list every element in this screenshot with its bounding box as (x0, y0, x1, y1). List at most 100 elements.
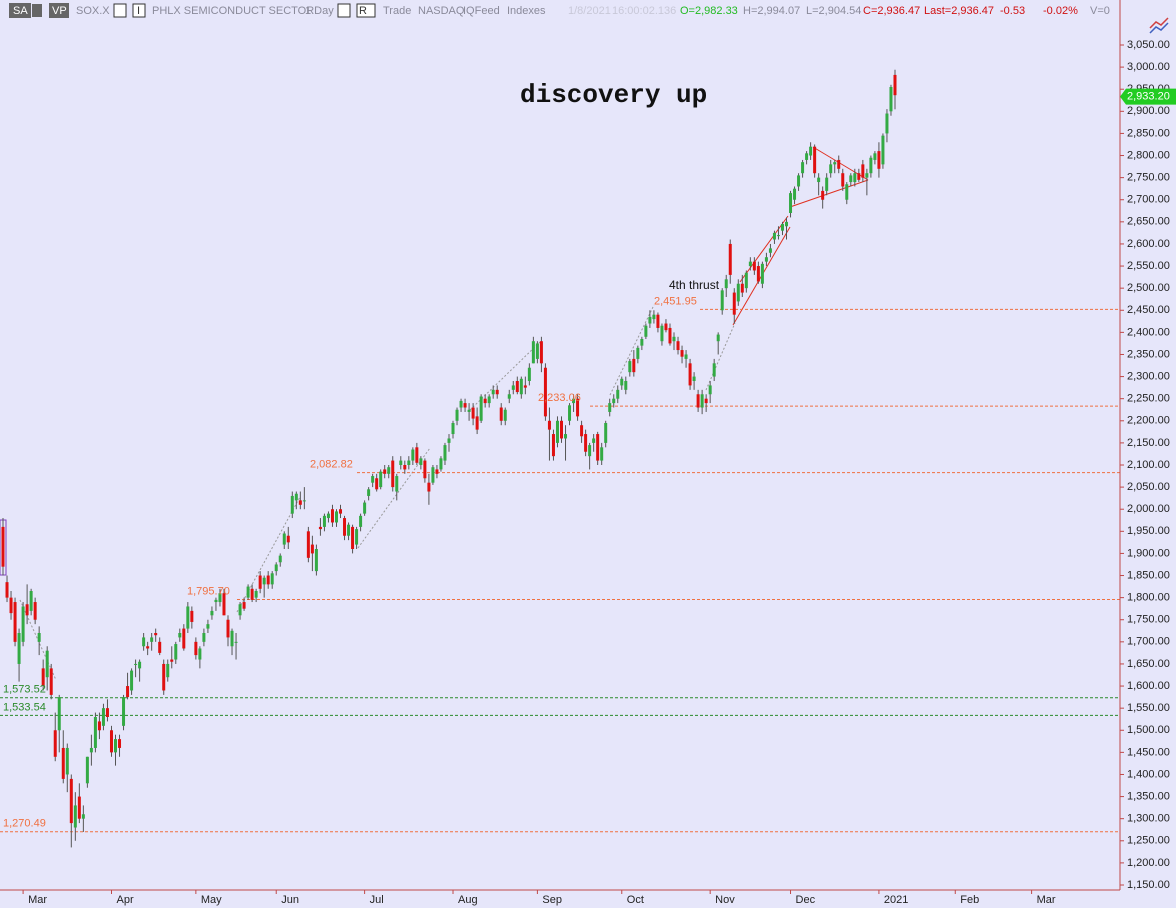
candle-body (407, 460, 411, 465)
candle-body (286, 535, 290, 543)
candle-body (511, 385, 515, 390)
candle-body (282, 533, 286, 545)
candle-body (190, 610, 194, 622)
candle-body (202, 633, 206, 642)
candle-body (178, 633, 182, 638)
dropdown[interactable] (113, 3, 127, 18)
candle-body (105, 708, 109, 717)
button[interactable] (356, 3, 376, 18)
period: 1 Day (305, 5, 334, 17)
y-tick-label: 2,700.00 (1127, 194, 1170, 206)
candle-body (849, 175, 853, 183)
candle-body (620, 378, 624, 386)
y-tick-label: 2,300.00 (1127, 370, 1170, 382)
button-label: I (137, 5, 140, 17)
button[interactable] (9, 3, 31, 18)
y-tick-label: 2,050.00 (1127, 481, 1170, 493)
last-price-tag (1120, 88, 1176, 105)
y-tick-label: 1,300.00 (1127, 813, 1170, 825)
candle-body (881, 135, 885, 165)
candle-body (547, 420, 551, 430)
candle-body (214, 599, 218, 603)
x-tick-label: Jul (370, 894, 384, 906)
y-tick-label: 1,450.00 (1127, 746, 1170, 758)
candle-body (475, 416, 479, 430)
candle-body (853, 173, 857, 183)
candle-body (720, 290, 724, 311)
candle-body (57, 697, 61, 731)
candle-body (210, 610, 214, 616)
candle-body (596, 434, 600, 461)
candle-body (768, 248, 772, 253)
candle-body (455, 409, 459, 421)
candle-body (841, 173, 845, 187)
candle-body (467, 409, 471, 412)
y-tick-label: 2,800.00 (1127, 149, 1170, 161)
candle-body (499, 407, 503, 421)
candle-body (833, 162, 837, 165)
level-label: 2,233.06 (538, 392, 581, 404)
y-tick-label: 1,500.00 (1127, 724, 1170, 736)
candle-body (435, 469, 439, 474)
candle-body (443, 445, 447, 461)
candle-body (242, 602, 246, 609)
candle-body (290, 495, 294, 514)
dropdown[interactable] (32, 4, 42, 17)
candle-body (182, 628, 186, 649)
y-tick-label: 2,450.00 (1127, 304, 1170, 316)
volume: V=0 (1090, 5, 1110, 17)
candle-body (491, 389, 495, 395)
candle-body (572, 398, 576, 404)
candle-body (527, 367, 531, 381)
x-tick-label: Mar (1037, 894, 1056, 906)
candle-body (515, 381, 519, 393)
candle-body (507, 394, 511, 399)
x-tick-label: Dec (796, 894, 816, 906)
candle-body (760, 263, 764, 284)
candle-body (628, 361, 632, 373)
candle-body (564, 434, 568, 439)
candle-body (146, 646, 150, 649)
candle-body (829, 164, 833, 174)
candle-body (5, 582, 9, 598)
candle-body (367, 489, 371, 496)
candle-body (118, 739, 122, 748)
candle-body (764, 257, 768, 262)
button[interactable] (132, 3, 146, 18)
candle-body (889, 87, 893, 112)
candle-body (150, 637, 154, 642)
candle-body (543, 367, 547, 417)
candle-body (756, 266, 760, 282)
x-tick-label: Apr (116, 894, 133, 906)
candle-body (624, 381, 628, 390)
candle-body (772, 232, 776, 240)
candle-body (383, 469, 387, 474)
x-tick-label: May (201, 894, 222, 906)
candle-body (49, 668, 53, 695)
candle-body (351, 526, 355, 549)
button[interactable] (49, 3, 69, 18)
candle-body (780, 224, 784, 231)
candle-body (885, 113, 889, 134)
dropdown[interactable] (337, 3, 351, 18)
candle-body (250, 588, 254, 600)
chart-icon[interactable] (1149, 17, 1169, 34)
chart-title: discovery up (520, 80, 707, 110)
candle-body (531, 341, 535, 364)
y-tick-label: 1,150.00 (1127, 879, 1170, 891)
candle-body (238, 604, 242, 616)
candle-body (262, 577, 266, 585)
candle-body (415, 447, 419, 463)
last: Last=2,936.47 (924, 5, 994, 17)
category: Indexes (507, 5, 546, 17)
candle-body (126, 686, 130, 698)
x-tick-label: Nov (715, 894, 735, 906)
candle-body (399, 460, 403, 465)
candle-body (65, 747, 69, 775)
candle-body (218, 593, 222, 603)
candle-body (134, 663, 138, 665)
candle-body (122, 697, 126, 726)
candle-body (310, 544, 314, 554)
candle-body (692, 376, 696, 381)
y-tick-label: 1,800.00 (1127, 592, 1170, 604)
